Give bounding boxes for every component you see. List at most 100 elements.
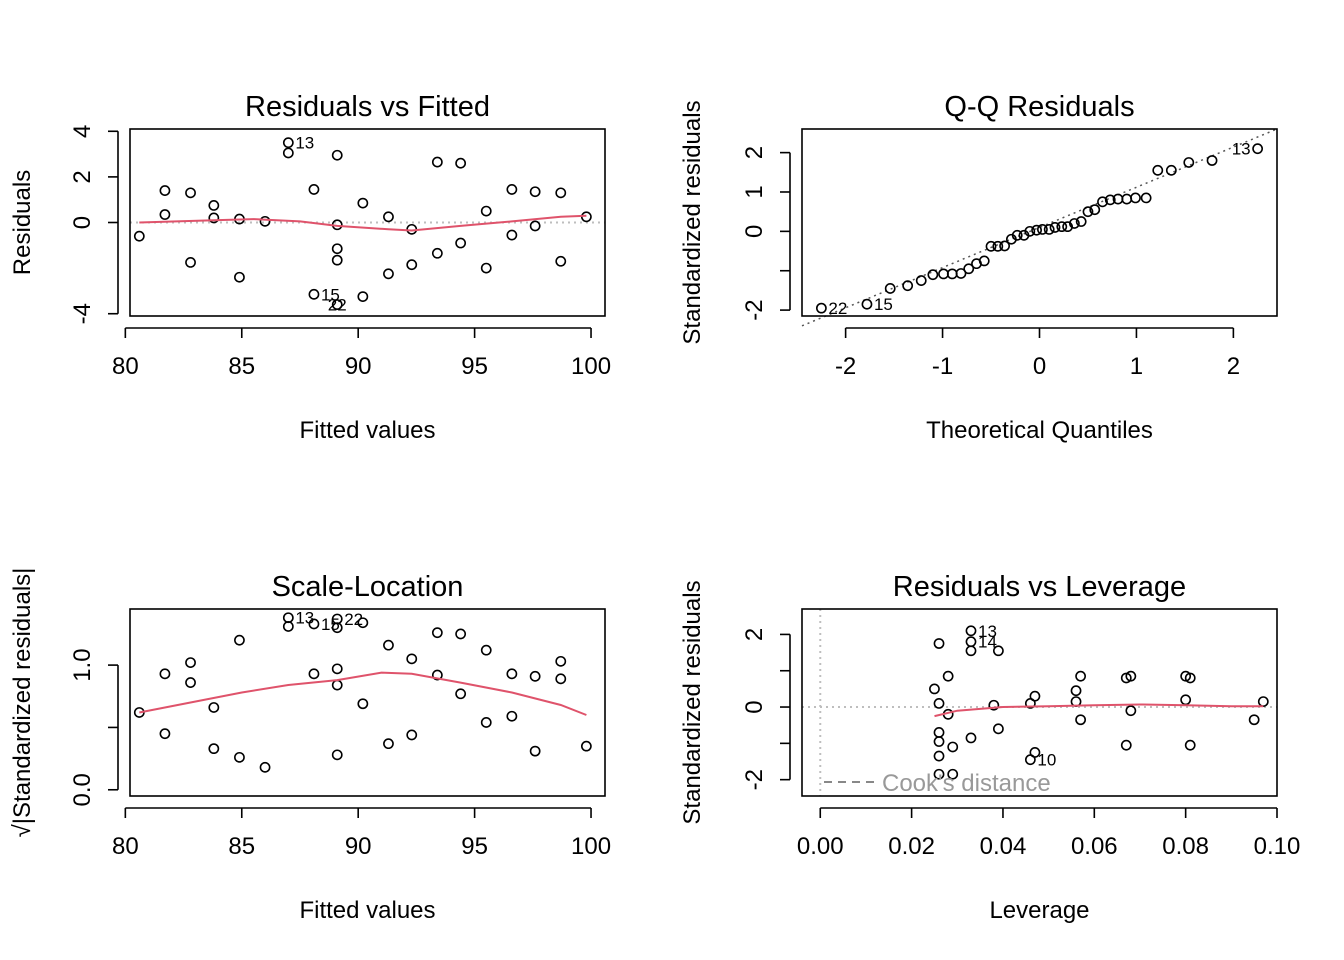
data-point [159, 185, 171, 196]
data-point [884, 283, 896, 294]
data-point [506, 710, 518, 722]
data-point [1049, 222, 1061, 233]
data-point [946, 268, 958, 280]
data-point [1037, 223, 1048, 235]
y-tick-label: 0 [741, 700, 768, 713]
data-point [915, 275, 927, 286]
data-point [406, 259, 418, 271]
y-tick-label: 0 [69, 216, 96, 229]
data-point [480, 262, 492, 274]
data-point [1104, 194, 1116, 206]
data-point [988, 699, 1000, 711]
data-point [208, 199, 220, 211]
data-point [1068, 218, 1080, 229]
data-point [159, 209, 171, 220]
y-tick-label: 0.0 [69, 773, 96, 806]
data-point [985, 240, 997, 252]
x-tick-label: -1 [932, 353, 953, 380]
data-point [902, 280, 914, 292]
y-axis-label: √|Standardized residuals| [9, 568, 36, 838]
plot-frame [801, 128, 1278, 317]
x-tick-label: 80 [112, 353, 139, 380]
data-point [331, 254, 343, 266]
x-tick-label: 0.00 [797, 833, 844, 860]
y-tick-label: 2 [69, 170, 96, 183]
qq-reference-line [801, 128, 1278, 327]
data-point [133, 230, 145, 242]
data-point [185, 677, 196, 688]
data-point [529, 745, 541, 757]
x-tick-label: 85 [228, 353, 255, 380]
data-point [159, 728, 171, 740]
data-point [965, 645, 977, 657]
data-point [1152, 164, 1164, 176]
data-point [308, 618, 320, 630]
point-label: 15 [874, 295, 893, 314]
data-point [455, 157, 467, 169]
data-point [308, 184, 320, 195]
data-point [938, 268, 949, 280]
x-tick-label: 95 [461, 353, 488, 380]
x-tick-label: 0 [1033, 353, 1046, 380]
plot-frame [801, 608, 1278, 797]
y-axis-label: Standardized residuals [679, 580, 706, 824]
x-axis-label: Fitted values [299, 897, 435, 924]
data-point [282, 612, 294, 624]
data-point [965, 636, 977, 648]
data-point [1121, 193, 1133, 205]
point-label: 10 [1037, 751, 1056, 770]
point-label: 13 [1232, 140, 1251, 159]
data-point [942, 670, 954, 682]
data-point [963, 263, 975, 275]
x-tick-label: 90 [345, 833, 372, 860]
y-tick-label: 1 [741, 185, 768, 198]
x-tick-label: 90 [345, 353, 372, 380]
data-point [431, 669, 443, 681]
data-point [331, 663, 343, 675]
chart-title: Residuals vs Fitted [245, 91, 490, 123]
data-point [357, 291, 369, 303]
data-point [455, 237, 467, 249]
data-point [1183, 157, 1195, 168]
y-tick-label: 2 [741, 146, 768, 159]
data-point [929, 683, 940, 695]
data-point [234, 271, 245, 283]
data-point [455, 628, 467, 640]
data-point [331, 299, 343, 310]
data-point [208, 702, 220, 713]
x-tick-label: 0.06 [1071, 833, 1118, 860]
data-point [185, 257, 196, 268]
data-point [308, 288, 320, 300]
plot-frame [129, 608, 606, 797]
data-point [208, 212, 220, 224]
data-point [431, 627, 443, 639]
data-point [1165, 164, 1177, 176]
data-point [480, 205, 492, 217]
data-point [555, 655, 567, 667]
data-point [506, 668, 518, 680]
y-tick-label: -4 [69, 303, 96, 324]
data-point [529, 220, 541, 232]
data-point [992, 723, 1004, 735]
data-point [1257, 696, 1269, 707]
data-point [947, 741, 959, 753]
data-point [965, 732, 977, 744]
x-tick-label: 0.04 [980, 833, 1027, 860]
data-point [933, 768, 945, 780]
chart-title: Residuals vs Leverage [893, 571, 1186, 603]
data-point [555, 255, 567, 267]
data-point [933, 727, 945, 738]
point-label: 14 [978, 633, 997, 652]
data-point [1024, 225, 1036, 237]
data-point [529, 670, 541, 682]
x-tick-label: 85 [228, 833, 255, 860]
data-point [308, 668, 320, 680]
data-point [234, 634, 245, 646]
x-tick-label: 0.10 [1254, 833, 1301, 860]
data-point [185, 187, 196, 199]
data-point [1043, 223, 1055, 235]
data-point [815, 302, 827, 314]
data-point [282, 147, 294, 159]
